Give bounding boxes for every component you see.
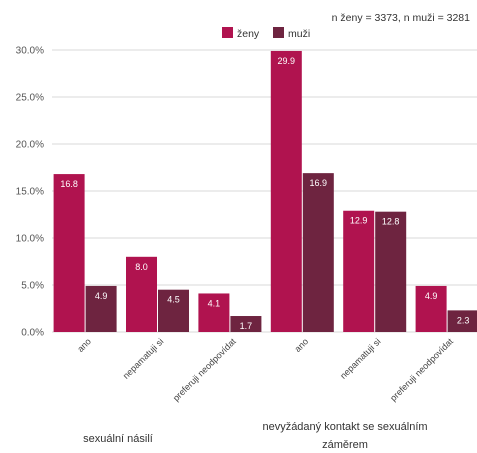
bar-value-label: 4.5: [167, 295, 180, 305]
x-tick-label: preferuji neodpovídat: [171, 336, 238, 403]
y-tick-label: 25.0%: [16, 93, 44, 104]
bar: [343, 210, 375, 332]
bar-value-label: 29.9: [278, 56, 296, 66]
bar: [85, 285, 117, 332]
bar: [158, 289, 189, 332]
legend: ženy muži: [222, 27, 310, 40]
legend-swatch: [273, 27, 284, 38]
bar-value-label: 8.0: [135, 262, 148, 272]
y-tick-label: 10.0%: [16, 234, 44, 245]
bars: 16.8 4.9 8.0 4.5 4.1 1.7 29.9 16.9 12.9 12.8 4.9 2.…: [53, 50, 477, 332]
bar-value-label: 12.9: [350, 216, 368, 226]
y-tick-label: 15.0%: [16, 187, 44, 198]
bar: [126, 256, 157, 332]
x-tick-label: nepamatuji si: [121, 336, 166, 381]
group-label: sexuální násilí: [83, 433, 153, 445]
group-label: záměrem: [322, 439, 368, 451]
x-axis-ticks: ano nepamatuji si preferuji neodpovídat ano…: [75, 336, 455, 403]
x-tick-label: ano: [293, 336, 311, 354]
bar-value-label: 4.9: [95, 291, 108, 301]
legend-swatch: [222, 27, 233, 38]
bar-value-label: 4.9: [425, 291, 438, 301]
y-tick-label: 30.0%: [16, 46, 44, 57]
bar: [230, 316, 262, 332]
bar: [270, 50, 302, 332]
group-labels: sexuální násilí nevyžádaný kontakt se sex…: [83, 421, 427, 451]
bar-value-label: 4.1: [208, 298, 221, 308]
bar: [302, 173, 334, 332]
bar-value-label: 16.9: [310, 178, 328, 188]
bar-value-label: 16.8: [60, 179, 78, 189]
sample-size-note: n ženy = 3373, n muži = 3281: [332, 12, 471, 24]
group-label: nevyžádaný kontakt se sexuálním: [262, 421, 427, 433]
x-tick-label: preferuji neodpovídat: [388, 336, 455, 403]
y-axis-ticks: 0.0% 5.0% 10.0% 15.0% 20.0% 25.0% 30.0%: [16, 46, 44, 339]
bar: [198, 293, 230, 332]
legend-label: ženy: [237, 28, 260, 40]
y-tick-label: 0.0%: [21, 328, 44, 339]
legend-label: muži: [288, 28, 310, 40]
x-tick-label: ano: [75, 336, 93, 354]
x-tick-label: nepamatuji si: [338, 336, 383, 381]
bar: [375, 211, 407, 332]
y-tick-label: 20.0%: [16, 140, 44, 151]
bar-value-label: 1.7: [240, 321, 253, 331]
y-tick-label: 5.0%: [21, 281, 44, 292]
gridlines: [52, 49, 477, 333]
bar: [53, 174, 85, 332]
bar: [447, 310, 477, 332]
bar-value-label: 2.3: [457, 315, 470, 325]
bar: [415, 285, 447, 332]
bar-value-label: 12.8: [382, 217, 400, 227]
